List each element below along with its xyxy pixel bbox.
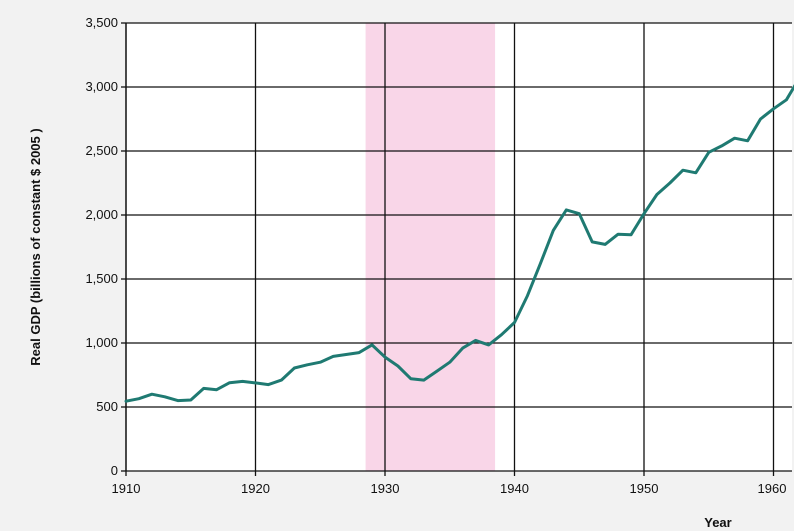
data-point-1925 [319,361,322,364]
data-point-1960 [772,107,775,110]
data-point-1919 [241,380,244,383]
data-point-1910 [124,400,128,403]
grid-lines [121,22,792,476]
data-point-1920 [254,381,257,385]
data-point-1934 [435,369,438,373]
data-point-1912 [150,393,154,396]
data-point-1949 [629,233,633,237]
data-point-1924 [306,363,309,366]
data-point-1916 [202,387,205,390]
data-point-1943 [552,229,555,232]
data-point-1931 [396,364,400,368]
data-point-1958 [746,139,749,142]
data-point-1942 [539,262,542,265]
data-point-1953 [681,169,685,172]
data-point-1946 [591,240,594,244]
y-tick-label-1: 500 [96,399,118,414]
x-axis-label: Year [704,515,731,530]
gdp-data-points [124,98,788,403]
data-point-1948 [616,233,620,236]
data-point-1952 [668,181,672,185]
data-point-1936 [461,346,464,350]
data-point-1911 [137,397,141,400]
x-tick-labels: 1910 1920 1930 1940 1950 1960 [112,481,787,496]
data-point-1935 [448,361,451,364]
y-axis-label: Real GDP (billions of constant $ 2005 ) [28,128,43,365]
data-point-1918 [228,381,231,384]
x-tick-label-1: 1920 [241,481,270,496]
data-point-1951 [655,193,659,196]
x-tick-label-3: 1940 [500,481,529,496]
x-tick-label-0: 1910 [112,481,141,496]
data-point-1928 [357,351,361,354]
data-point-1932 [409,377,413,381]
data-point-1923 [293,366,296,370]
y-tick-label-6: 3,000 [85,79,118,94]
data-point-1937 [474,339,477,342]
x-tick-label-2: 1930 [371,481,400,496]
data-point-1950 [642,212,646,215]
data-point-1941 [526,294,529,297]
y-tick-labels: 0 500 1,000 1,500 2,000 2,500 3,000 3,500 [85,15,118,478]
data-point-1956 [720,144,723,148]
y-tick-label-7: 3,500 [85,15,118,30]
data-point-1959 [759,117,762,121]
data-point-1954 [694,171,697,174]
shaded-period [365,23,496,471]
data-point-1955 [707,151,710,154]
data-point-1927 [344,353,348,356]
data-point-1915 [189,398,192,402]
data-point-1921 [267,383,270,386]
data-point-1945 [578,212,581,215]
y-tick-label-2: 1,000 [85,335,118,350]
y-tick-label-0: 0 [111,463,118,478]
data-point-1947 [603,243,607,246]
data-point-1913 [163,395,167,398]
x-tick-label-4: 1950 [630,481,659,496]
data-point-1938 [487,343,490,347]
y-tick-label-5: 2,500 [85,143,118,158]
data-point-1917 [215,388,218,391]
data-point-1957 [733,137,736,140]
data-point-1930 [383,355,387,359]
data-point-1922 [280,378,283,382]
x-tick-label-5: 1960 [758,481,787,496]
data-point-1944 [565,208,568,212]
data-point-1914 [176,399,179,402]
data-point-1940 [513,321,516,324]
data-point-1926 [332,355,335,358]
data-point-1929 [370,343,374,347]
data-point-1939 [500,333,503,336]
data-point-1961 [785,98,788,102]
y-tick-label-3: 1,500 [85,271,118,286]
y-tick-label-4: 2,000 [85,207,118,222]
data-point-1933 [422,378,426,382]
